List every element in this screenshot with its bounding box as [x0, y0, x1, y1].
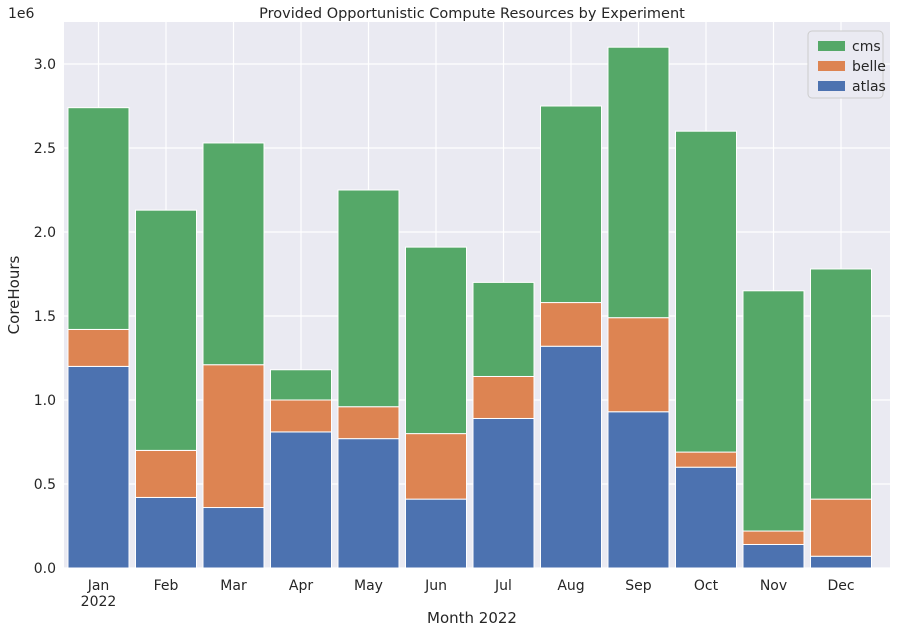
y-offset-label: 1e6: [8, 6, 35, 22]
y-tick-labels: 0.0 0.5 1.0 1.5 2.0 2.5 3.0: [34, 57, 56, 577]
x-tick-label: Sep: [625, 578, 652, 594]
legend-swatch-atlas: [818, 81, 845, 91]
y-tick-label: 3.0: [34, 57, 56, 73]
bar-atlas: [540, 345, 602, 569]
bar-atlas: [202, 507, 265, 569]
bar-belle: [607, 317, 670, 413]
bar-belle: [405, 433, 467, 500]
bar-cms: [540, 105, 602, 304]
bars: [67, 46, 872, 569]
bar-cms: [405, 246, 467, 435]
bar-atlas: [67, 365, 130, 569]
bar-belle: [742, 530, 805, 545]
bar-belle: [472, 375, 535, 419]
bar-cms: [67, 107, 130, 330]
bar-belle: [135, 449, 197, 498]
bar-belle: [810, 498, 872, 557]
bar-cms: [607, 46, 670, 319]
x-tick-label: Jan: [87, 578, 110, 594]
legend-swatch-belle: [818, 61, 845, 71]
bar-atlas: [675, 466, 737, 569]
bar-belle: [67, 328, 130, 367]
bar-belle: [675, 451, 737, 468]
bar-belle: [202, 364, 265, 509]
bar-cms: [270, 369, 332, 401]
x-tick-label: Mar: [220, 578, 247, 594]
bar-atlas: [742, 543, 805, 569]
bar-atlas: [405, 498, 467, 569]
bar-atlas: [810, 555, 872, 569]
x-tick-label: Apr: [289, 578, 313, 594]
bar-atlas: [270, 431, 332, 569]
x-axis-title: Month 2022: [427, 609, 517, 627]
legend-swatch-cms: [818, 41, 845, 51]
legend-label-atlas: atlas: [852, 79, 886, 95]
x-tick-label: Nov: [760, 578, 787, 594]
y-tick-label: 2.5: [34, 141, 56, 157]
x-tick-label: Oct: [694, 578, 719, 594]
x-tick-label: Aug: [557, 578, 584, 594]
bar-cms: [675, 130, 737, 453]
bar-atlas: [337, 438, 400, 569]
x-tick-label: Dec: [827, 578, 854, 594]
x-tick-label: May: [354, 578, 383, 594]
bar-cms: [472, 281, 535, 377]
chart-title: Provided Opportunistic Compute Resources…: [259, 6, 685, 22]
bar-belle: [270, 399, 332, 433]
y-axis-title: CoreHours: [5, 255, 23, 334]
bar-belle: [337, 406, 400, 440]
bar-belle: [540, 302, 602, 347]
bar-atlas: [135, 496, 197, 569]
bar-atlas: [607, 411, 670, 569]
y-tick-label: 1.0: [34, 393, 56, 409]
y-tick-label: 1.5: [34, 309, 56, 325]
legend-label-belle: belle: [852, 59, 886, 75]
y-tick-label: 0.5: [34, 477, 56, 493]
bar-cms: [202, 142, 265, 366]
y-tick-label: 2.0: [34, 225, 56, 241]
x-tick-sublabel: 2022: [81, 594, 117, 610]
x-tick-label: Jul: [494, 578, 512, 594]
bar-cms: [742, 290, 805, 532]
bar-cms: [810, 268, 872, 500]
legend-label-cms: cms: [852, 39, 881, 55]
legend: cms belle atlas: [807, 30, 886, 99]
y-tick-label: 0.0: [34, 561, 56, 577]
bar-cms: [337, 189, 400, 408]
x-tick-label: Feb: [154, 578, 179, 594]
bar-cms: [135, 209, 197, 451]
bar-atlas: [472, 417, 535, 569]
x-tick-label: Jun: [424, 578, 447, 594]
